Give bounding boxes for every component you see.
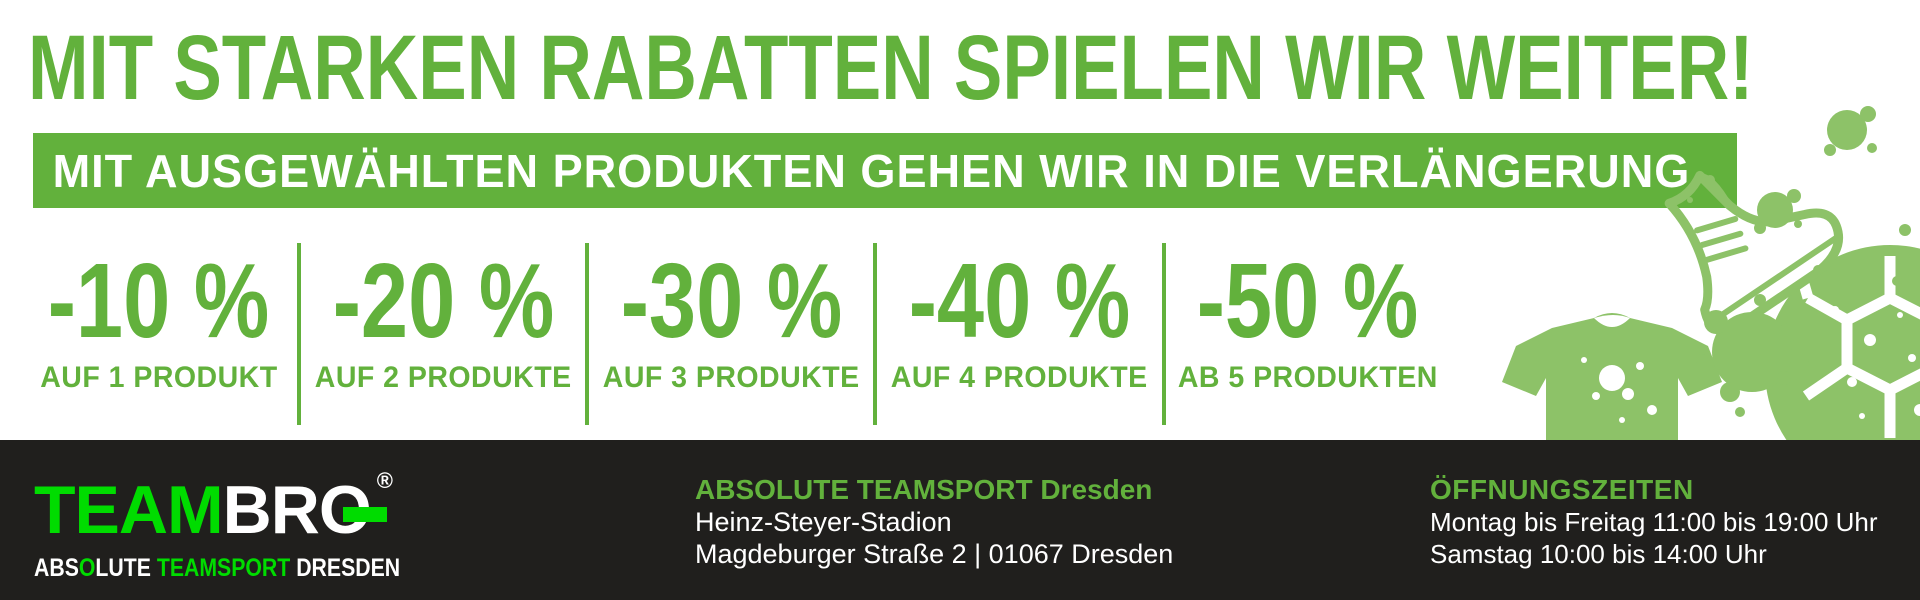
opening-hours-saturday: Samstag 10:00 bis 14:00 Uhr <box>1430 539 1767 569</box>
opening-hours-title: ÖFFNUNGSZEITEN <box>1430 474 1694 505</box>
discount-label: AB 5 PRODUKTEN <box>1177 360 1438 394</box>
store-stadium: Heinz-Steyer-Stadion <box>695 507 952 537</box>
opening-hours: ÖFFNUNGSZEITEN Montag bis Freitag 11:00 … <box>1430 474 1878 570</box>
vertical-divider <box>585 243 590 425</box>
jersey-graphic <box>1502 313 1722 440</box>
tagline-dresden: DRESDEN <box>296 554 401 582</box>
logo-text-br: BR <box>222 472 320 548</box>
vertical-divider <box>873 243 878 425</box>
discount-strip: -10 % AUF 1 PRODUKT -20 % AUF 2 PRODUKTE… <box>20 243 1450 425</box>
soccer-ball-graphic <box>1765 245 1920 440</box>
discount-label: AUF 3 PRODUKTE <box>602 360 860 394</box>
sport-graphics <box>1502 106 1920 440</box>
tagline-lute: LUTE <box>95 554 151 582</box>
vertical-divider <box>1161 243 1166 425</box>
discount-value: -30 % <box>620 242 843 360</box>
logo-dash-icon <box>342 507 387 522</box>
registered-trademark-icon: ® <box>376 468 393 493</box>
tagline-teamsport: TEAMSPORT <box>156 554 291 582</box>
opening-hours-weekdays: Montag bis Freitag 11:00 bis 19:00 Uhr <box>1430 507 1878 537</box>
store-name: ABSOLUTE TEAMSPORT Dresden <box>695 474 1153 505</box>
logo-text-team: TEAM <box>34 472 224 548</box>
discount-value: -50 % <box>1197 242 1419 360</box>
discount-value: -40 % <box>908 242 1131 360</box>
logo-wordmark: TEAMBRO® <box>34 470 393 545</box>
paint-splatter <box>1687 106 1917 417</box>
logo-tagline: ABSOLUTE TEAMSPORT DRESDEN <box>34 556 400 581</box>
vertical-divider <box>296 243 301 425</box>
tagline-o: O <box>78 554 96 582</box>
discount-tier-1: -10 % AUF 1 PRODUKT <box>20 243 297 425</box>
store-street: Magdeburger Straße 2 | 01067 Dresden <box>695 539 1174 569</box>
discount-tier-4: -40 % AUF 4 PRODUKTE <box>877 243 1161 425</box>
sub-headline-bar: MIT AUSGEWÄHLTEN PRODUKTEN GEHEN WIR IN … <box>33 133 1737 208</box>
discount-tier-5: -50 % AB 5 PRODUKTEN <box>1166 243 1450 425</box>
discount-label: AUF 4 PRODUKTE <box>891 360 1149 394</box>
store-address: ABSOLUTE TEAMSPORT Dresden Heinz-Steyer-… <box>695 474 1173 570</box>
discount-value: -20 % <box>332 242 554 360</box>
discount-tier-2: -20 % AUF 2 PRODUKTE <box>301 243 585 425</box>
discount-label: AUF 2 PRODUKTE <box>314 360 572 394</box>
sub-headline-text: MIT AUSGEWÄHLTEN PRODUKTEN GEHEN WIR IN … <box>52 144 1691 197</box>
tagline-abs: ABS <box>34 554 79 582</box>
discount-label: AUF 1 PRODUKT <box>39 360 278 394</box>
discount-tier-3: -30 % AUF 3 PRODUKTE <box>589 243 873 425</box>
discount-value: -10 % <box>47 242 270 360</box>
main-headline: MIT STARKEN RABATTEN SPIELEN WIR WEITER! <box>28 17 1754 119</box>
logo-text-o: O <box>319 476 387 544</box>
